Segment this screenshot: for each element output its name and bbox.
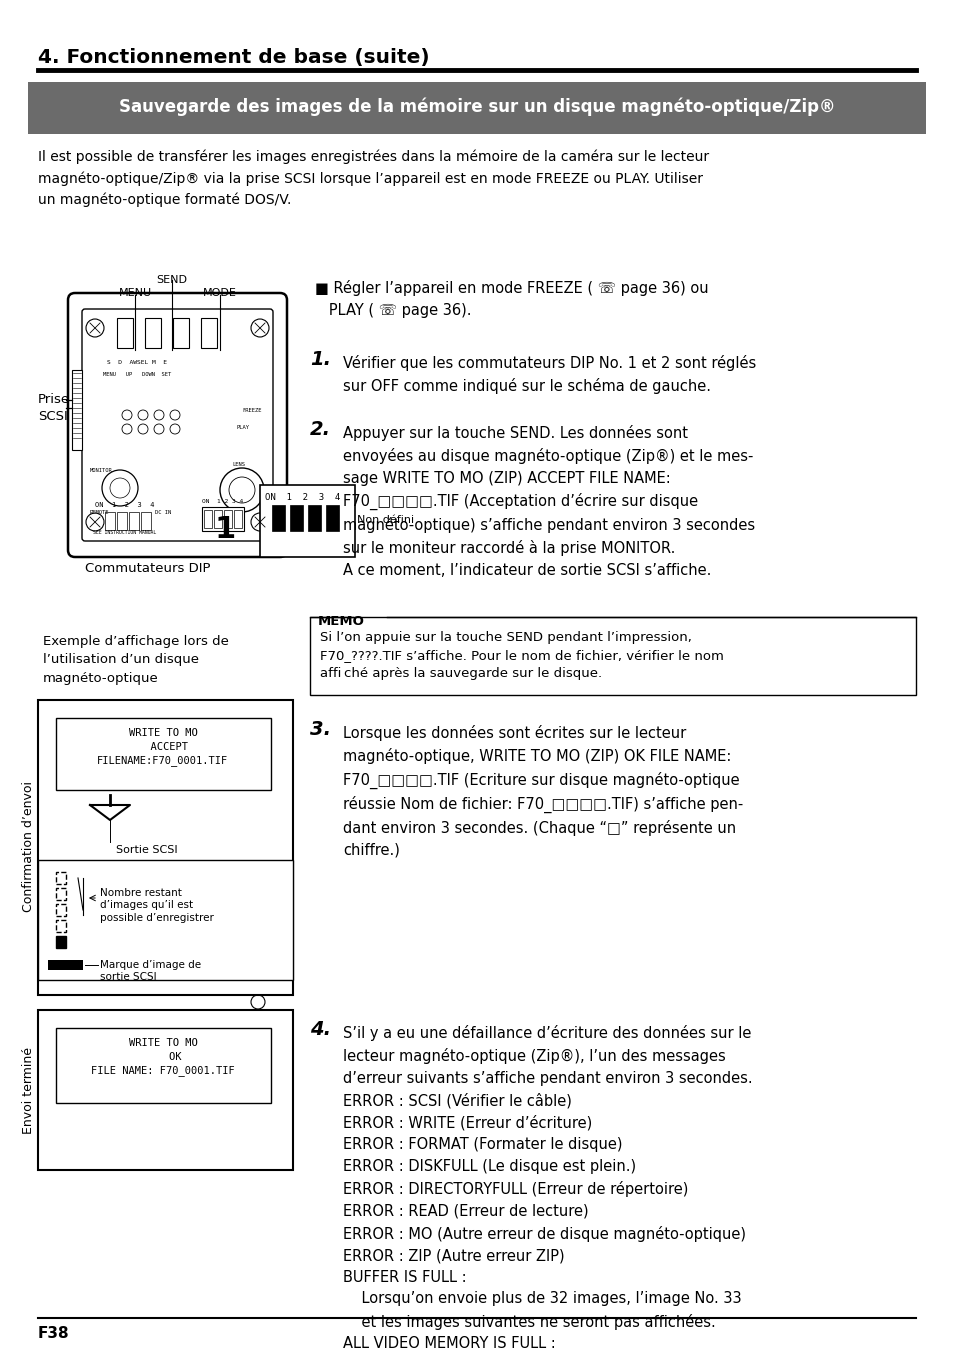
Text: REMOTE: REMOTE	[90, 510, 110, 515]
Circle shape	[251, 512, 269, 531]
Bar	[38, 1010, 293, 1169]
Circle shape	[122, 410, 132, 420]
Text: FREEZE: FREEZE	[242, 408, 261, 412]
Text: S’il y a eu une défaillance d’écriture des données sur le
lecteur magnéto-optiqu: S’il y a eu une défaillance d’écriture d…	[343, 1025, 752, 1352]
Bar	[28, 82, 925, 134]
Text: 4. Fonctionnement de base (suite): 4. Fonctionnement de base (suite)	[38, 49, 429, 68]
Circle shape	[229, 477, 254, 503]
Text: S  D  AWSEL M  E: S D AWSEL M E	[107, 360, 167, 365]
Text: Vérifier que les commutateurs DIP No. 1 et 2 sont réglés
sur OFF comme indiqué s: Vérifier que les commutateurs DIP No. 1 …	[343, 356, 756, 395]
Text: ON  1 2 3 4: ON 1 2 3 4	[202, 499, 243, 504]
Text: SEE INSTRUCTION MANUAL: SEE INSTRUCTION MANUAL	[92, 530, 156, 535]
Circle shape	[251, 319, 269, 337]
FancyBboxPatch shape	[82, 310, 273, 541]
Bar	[260, 485, 355, 557]
Bar	[290, 506, 303, 531]
Text: Appuyer sur la touche SEND. Les données sont
envoyées au disque magnéto-optique : Appuyer sur la touche SEND. Les données …	[343, 425, 755, 579]
Bar	[56, 936, 66, 948]
Bar	[224, 510, 232, 529]
Text: Sortie SCSI: Sortie SCSI	[116, 845, 177, 854]
Circle shape	[86, 319, 104, 337]
Bar	[172, 318, 189, 347]
Bar	[310, 617, 915, 695]
Bar	[56, 888, 66, 900]
Bar	[56, 904, 66, 917]
Text: Sauvegarde des images de la mémoire sur un disque magnéto-optique/Zip®: Sauvegarde des images de la mémoire sur …	[118, 97, 835, 115]
Text: ■ Régler l’appareil en mode FREEZE ( ☏ page 36) ou
   PLAY ( ☏ page 36).: ■ Régler l’appareil en mode FREEZE ( ☏ p…	[314, 280, 708, 318]
Bar	[56, 919, 66, 932]
Circle shape	[170, 425, 180, 434]
Bar	[326, 506, 338, 531]
Bar	[117, 318, 132, 347]
Text: PLAY: PLAY	[236, 425, 250, 430]
Bar	[48, 960, 83, 969]
Text: Nombre restant
d’images qu’il est
possible d’enregistrer: Nombre restant d’images qu’il est possib…	[100, 888, 213, 923]
Text: Confirmation d’envoi: Confirmation d’envoi	[22, 781, 35, 913]
Text: Commutateurs DIP: Commutateurs DIP	[85, 562, 211, 575]
Bar	[38, 700, 293, 995]
Bar	[204, 510, 212, 529]
Text: Non défini: Non défini	[356, 515, 414, 525]
Text: LENS: LENS	[232, 462, 245, 466]
Bar	[213, 510, 222, 529]
Bar	[233, 510, 242, 529]
Bar	[56, 718, 271, 790]
Text: 1: 1	[214, 515, 236, 544]
Circle shape	[251, 995, 265, 1009]
Text: F38: F38	[38, 1326, 70, 1341]
Circle shape	[153, 425, 164, 434]
Circle shape	[170, 410, 180, 420]
Circle shape	[122, 425, 132, 434]
Text: Envoi terminé: Envoi terminé	[22, 1046, 35, 1133]
Circle shape	[153, 410, 164, 420]
Text: Il est possible de transférer les images enregistrées dans la mémoire de la camé: Il est possible de transférer les images…	[38, 150, 708, 207]
Circle shape	[110, 479, 130, 498]
Text: 1.: 1.	[310, 350, 331, 369]
Circle shape	[102, 470, 138, 506]
Text: DC IN: DC IN	[154, 510, 172, 515]
Circle shape	[220, 468, 264, 512]
Bar	[201, 318, 216, 347]
Bar	[141, 512, 151, 530]
Text: WRITE TO MO
  ACCEPT
FILENAME:F70_0001.TIF: WRITE TO MO ACCEPT FILENAME:F70_0001.TIF	[97, 727, 229, 767]
Text: ON  1  2  3  4: ON 1 2 3 4	[265, 493, 340, 502]
Text: 3.: 3.	[310, 721, 331, 740]
Circle shape	[242, 922, 262, 942]
FancyBboxPatch shape	[68, 293, 287, 557]
Text: MEMO: MEMO	[317, 615, 364, 627]
Text: MONITOR: MONITOR	[90, 468, 112, 473]
Circle shape	[86, 512, 104, 531]
Circle shape	[138, 425, 148, 434]
Text: Prise
SCSI: Prise SCSI	[38, 393, 71, 423]
Text: Marque d’image de
sortie SCSI: Marque d’image de sortie SCSI	[100, 960, 201, 983]
Text: Exemple d’affichage lors de
l’utilisation d’un disque
magnéto-optique: Exemple d’affichage lors de l’utilisatio…	[43, 635, 229, 685]
Text: MENU: MENU	[118, 288, 152, 297]
Bar	[38, 860, 293, 980]
Bar	[202, 507, 244, 531]
Text: 4.: 4.	[310, 1019, 331, 1038]
Bar	[145, 318, 161, 347]
Circle shape	[138, 410, 148, 420]
Bar	[56, 872, 66, 884]
Text: 2.: 2.	[310, 420, 331, 439]
Text: ON  1  2  3  4: ON 1 2 3 4	[95, 502, 154, 508]
Bar	[105, 512, 115, 530]
Text: Si l’on appuie sur la touche SEND pendant l’impression,
F70_????.TIF s’affiche. : Si l’on appuie sur la touche SEND pendan…	[319, 631, 723, 680]
Bar	[71, 370, 82, 450]
Text: Lorsque les données sont écrites sur le lecteur
magnéto-optique, WRITE TO MO (ZI: Lorsque les données sont écrites sur le …	[343, 725, 742, 857]
Bar	[56, 1028, 271, 1103]
Text: MODE: MODE	[203, 288, 236, 297]
Bar	[129, 512, 139, 530]
Bar	[272, 506, 285, 531]
Bar	[308, 506, 320, 531]
Text: WRITE TO MO
    OK
FILE NAME: F70_0001.TIF: WRITE TO MO OK FILE NAME: F70_0001.TIF	[91, 1038, 234, 1076]
Bar	[117, 512, 127, 530]
Text: MENU   UP   DOWN  SET: MENU UP DOWN SET	[103, 372, 172, 377]
Text: SEND: SEND	[156, 274, 188, 285]
